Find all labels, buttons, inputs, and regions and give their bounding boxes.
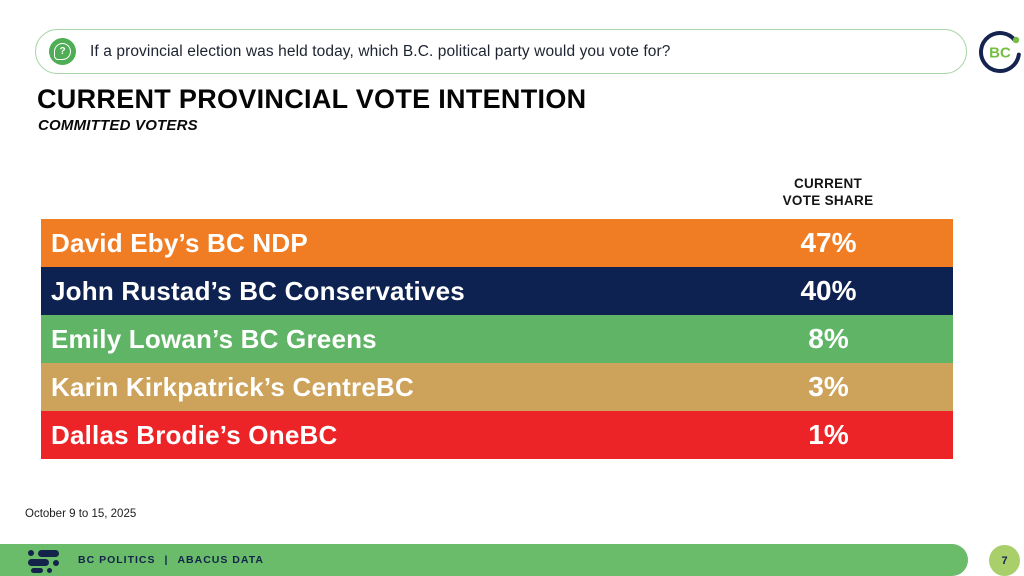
party-label: Emily Lowan’s BC Greens — [51, 323, 377, 354]
bc-brand-logo-icon: BC — [977, 29, 1023, 75]
table-row: Karin Kirkpatrick’s CentreBC 3% — [41, 363, 953, 411]
question-bubble-icon: ? — [49, 38, 76, 65]
party-label: Karin Kirkpatrick’s CentreBC — [51, 371, 414, 402]
table-row: Emily Lowan’s BC Greens 8% — [41, 315, 953, 363]
party-label: John Rustad’s BC Conservatives — [51, 275, 465, 306]
footer-brand-right: ABACUS DATA — [177, 554, 264, 566]
column-header-line1: CURRENT — [793, 176, 863, 191]
page-title: CURRENT PROVINCIAL VOTE INTENTION — [37, 84, 587, 114]
vote-share-column-header: CURRENT VOTE SHARE — [748, 175, 908, 209]
footer-brand: BC POLITICS | ABACUS DATA — [78, 554, 264, 566]
vote-share-value: 40% — [800, 275, 857, 306]
abacus-data-logo-icon — [28, 550, 62, 573]
question-banner: ? If a provincial election was held toda… — [35, 29, 967, 74]
vote-share-value: 1% — [808, 419, 849, 450]
table-row: Dallas Brodie’s OneBC 1% — [41, 411, 953, 459]
question-text: If a provincial election was held today,… — [90, 42, 671, 60]
date-note: October 9 to 15, 2025 — [25, 508, 137, 520]
vote-table: David Eby’s BC NDP 47% John Rustad’s BC Co… — [41, 219, 953, 459]
bc-logo-text: BC — [989, 45, 1011, 62]
page-subtitle: COMMITTED VOTERS — [38, 117, 198, 134]
table-row: John Rustad’s BC Conservatives 40% — [41, 267, 953, 315]
vote-share-value: 8% — [808, 323, 849, 354]
column-header-line2: VOTE SHARE — [782, 193, 874, 208]
table-row: David Eby’s BC NDP 47% — [41, 219, 953, 267]
vote-share-value: 3% — [808, 371, 849, 402]
footer-brand-left: BC POLITICS — [78, 554, 156, 566]
footer-brand-divider: | — [164, 554, 169, 566]
vote-share-value: 47% — [800, 227, 857, 258]
footer-bar: BC POLITICS | ABACUS DATA — [0, 544, 968, 576]
party-label: Dallas Brodie’s OneBC — [51, 419, 338, 450]
page-number-badge: 7 — [989, 545, 1020, 576]
party-label: David Eby’s BC NDP — [51, 227, 308, 258]
